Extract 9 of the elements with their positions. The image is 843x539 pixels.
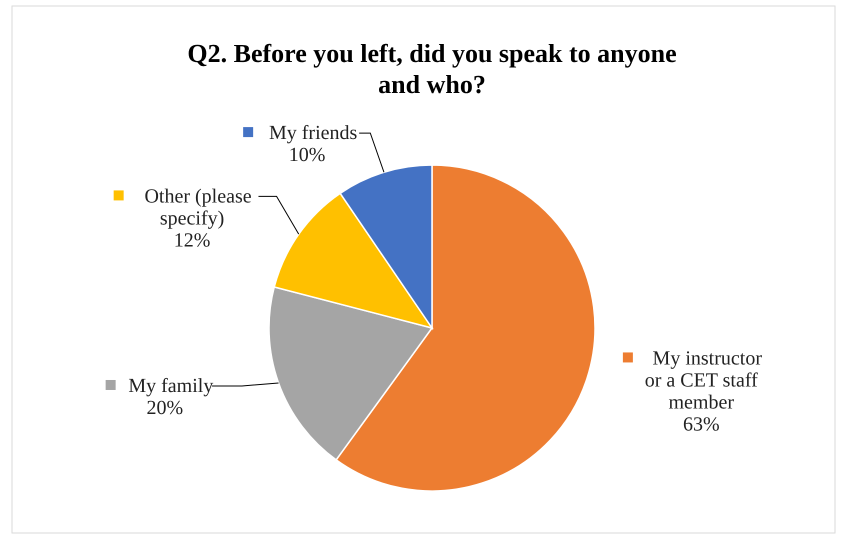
legend-label: Other (please specify) xyxy=(144,185,252,230)
legend-label: My friends xyxy=(268,122,358,144)
legend-label: My instructor or a CET staff member xyxy=(644,347,762,414)
data-label: 12% xyxy=(174,229,210,252)
data-label: 10% xyxy=(288,144,326,166)
chart-title: Q2. Before you left, did you speak to anyone and who? xyxy=(187,39,677,99)
data-label: 20% xyxy=(146,396,184,419)
legend-label: My family xyxy=(128,374,214,397)
data-label: 63% xyxy=(682,413,720,436)
